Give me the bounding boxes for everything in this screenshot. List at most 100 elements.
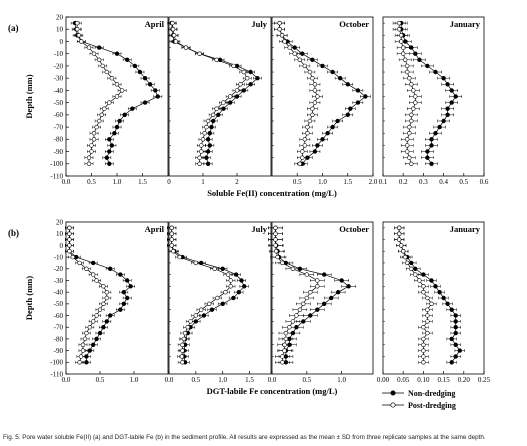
data-point-post-dredging-a-october — [310, 112, 315, 118]
data-point-non-dredging-a-january — [441, 118, 446, 124]
data-point-post-dredging-a-april — [109, 75, 115, 81]
data-point-non-dredging-b-october — [346, 284, 351, 289]
data-point-non-dredging-a-january — [437, 124, 442, 130]
data-point-post-dredging-a-october — [305, 131, 310, 136]
data-point-post-dredging-b-october — [273, 237, 278, 242]
data-point-post-dredging-a-january — [401, 45, 406, 50]
series-line-non-dredging-b-april — [69, 227, 132, 363]
y-tick-label-b: -90 — [54, 347, 64, 355]
data-point-non-dredging-a-july — [234, 94, 240, 99]
data-point-post-dredging-a-july — [221, 100, 226, 105]
data-point-post-dredging-b-january — [425, 330, 430, 336]
data-point-non-dredging-a-july — [241, 88, 247, 93]
data-point-post-dredging-a-october — [305, 124, 310, 130]
data-point-non-dredging-a-october — [355, 100, 361, 105]
data-point-non-dredging-b-january — [445, 301, 450, 306]
panel-title-a-july: July — [251, 19, 267, 29]
data-point-non-dredging-b-april — [94, 336, 99, 342]
data-point-non-dredging-b-april — [90, 260, 96, 266]
data-point-post-dredging-a-january — [399, 33, 404, 38]
data-point-post-dredging-a-july — [170, 20, 175, 26]
data-point-post-dredging-a-july — [200, 137, 206, 142]
data-point-post-dredging-b-october — [290, 266, 296, 271]
data-point-post-dredging-a-april — [96, 57, 102, 62]
y-tick-label-a: -10 — [54, 50, 64, 58]
x-tick-label-b-january: 0.10 — [417, 376, 430, 384]
data-point-non-dredging-b-april — [101, 325, 106, 330]
data-point-post-dredging-b-january — [399, 243, 404, 248]
y-tick-label-b: -60 — [54, 312, 64, 320]
series-line-post-dredging-b-april — [69, 227, 108, 363]
data-point-post-dredging-b-october — [304, 295, 309, 301]
x-tick-label-b-july: 0.5 — [191, 376, 200, 384]
data-point-post-dredging-a-january — [401, 51, 406, 56]
data-point-post-dredging-a-july — [205, 118, 211, 124]
data-point-non-dredging-a-april — [104, 155, 110, 160]
data-point-non-dredging-b-april — [124, 295, 130, 301]
data-point-post-dredging-a-july — [202, 131, 207, 136]
data-point-post-dredging-b-july — [193, 260, 199, 266]
series-line-post-dredging-a-january — [398, 23, 416, 164]
panel-title-a-january: January — [450, 19, 481, 29]
data-point-post-dredging-a-october — [302, 63, 307, 69]
series-line-non-dredging-a-october — [279, 23, 366, 165]
data-point-non-dredging-a-july — [248, 69, 253, 75]
x-tick-label-a-july: 0 — [167, 178, 171, 186]
data-point-post-dredging-b-october — [304, 272, 309, 277]
data-point-post-dredging-b-january — [403, 254, 408, 260]
data-point-post-dredging-a-october — [297, 57, 302, 62]
data-point-non-dredging-a-july — [205, 149, 211, 154]
data-point-post-dredging-b-october — [294, 313, 299, 318]
y-tick-label-b: 20 — [56, 218, 64, 226]
data-point-post-dredging-b-january — [421, 284, 426, 289]
data-point-post-dredging-b-april — [84, 266, 89, 271]
data-point-non-dredging-a-july — [204, 155, 209, 160]
data-point-post-dredging-a-april — [91, 137, 97, 142]
data-point-non-dredging-b-january — [449, 307, 454, 312]
data-point-non-dredging-b-april — [118, 272, 123, 277]
data-point-post-dredging-a-april — [96, 118, 102, 124]
data-point-non-dredging-b-july — [231, 295, 236, 301]
data-point-non-dredging-b-january — [453, 313, 458, 318]
data-point-non-dredging-b-april — [97, 330, 103, 336]
data-point-post-dredging-a-april — [102, 106, 107, 111]
data-point-non-dredging-b-july — [209, 307, 215, 312]
data-point-post-dredging-b-july — [223, 290, 228, 295]
y-tick-label-b: 10 — [56, 230, 64, 238]
data-point-post-dredging-a-january — [409, 112, 414, 118]
y-tick-label-a: -80 — [54, 136, 64, 144]
x-tick-label-a-january: 0.1 — [379, 178, 388, 186]
data-point-non-dredging-a-july — [207, 143, 213, 148]
data-point-post-dredging-b-july — [171, 249, 176, 254]
data-point-post-dredging-a-january — [409, 82, 414, 87]
data-point-post-dredging-a-july — [199, 149, 204, 154]
data-point-post-dredging-b-july — [228, 284, 233, 289]
data-point-post-dredging-b-january — [397, 231, 402, 236]
y-tick-label-b: -30 — [54, 277, 64, 285]
data-point-non-dredging-a-january — [445, 106, 450, 111]
data-point-post-dredging-b-october — [280, 260, 285, 266]
data-point-post-dredging-a-july — [211, 112, 216, 118]
data-point-non-dredging-b-july — [220, 266, 225, 271]
data-point-non-dredging-a-april — [147, 82, 153, 87]
x-tick-label-b-january: 0.25 — [478, 376, 491, 384]
data-point-post-dredging-b-january — [425, 295, 430, 301]
series-line-non-dredging-a-july — [171, 23, 258, 164]
data-point-post-dredging-a-january — [411, 106, 416, 111]
data-point-non-dredging-a-january — [441, 75, 446, 81]
data-point-non-dredging-b-january — [437, 290, 442, 295]
series-line-non-dredging-a-april — [74, 23, 159, 164]
data-point-post-dredging-b-april — [67, 237, 72, 242]
data-point-post-dredging-a-october — [310, 106, 315, 111]
data-point-non-dredging-a-january — [409, 45, 414, 50]
x-tick-label-a-april: 1.5 — [138, 178, 147, 186]
data-point-post-dredging-b-january — [409, 266, 414, 271]
data-point-post-dredging-a-april — [86, 45, 92, 50]
data-point-post-dredging-b-april — [94, 278, 99, 283]
data-point-post-dredging-a-october — [307, 69, 313, 75]
data-point-post-dredging-b-july — [225, 272, 231, 277]
data-point-post-dredging-b-april — [82, 336, 88, 342]
panel-title-a-april: April — [145, 19, 165, 29]
data-point-non-dredging-a-april — [153, 88, 158, 93]
data-point-post-dredging-b-july — [169, 237, 174, 242]
